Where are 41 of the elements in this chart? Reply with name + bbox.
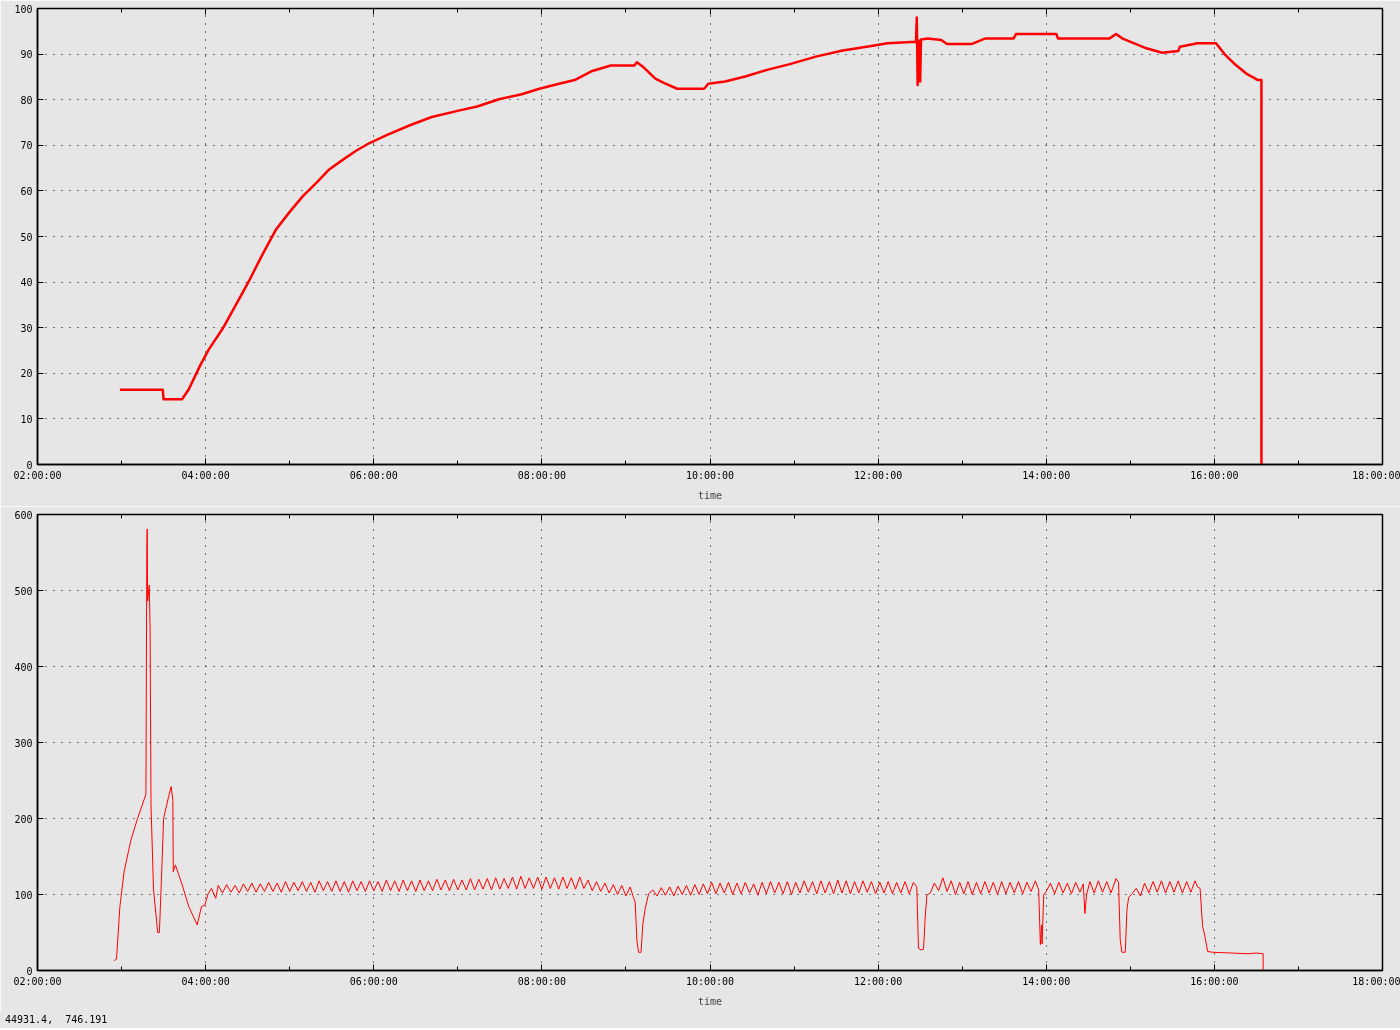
y-tick-label: 40 bbox=[20, 277, 33, 289]
x-tick-label: 16:00:00 bbox=[1190, 975, 1239, 987]
y-tick-label: 0 bbox=[26, 965, 33, 977]
x-tick-label: 18:00:00 bbox=[1352, 469, 1400, 481]
y-tick-label: 300 bbox=[14, 737, 33, 749]
y-tick-label: 600 bbox=[14, 509, 33, 521]
y-tick-label: 70 bbox=[20, 140, 33, 152]
y-tick-label: 0 bbox=[26, 459, 33, 471]
y-tick-label: 400 bbox=[14, 661, 33, 673]
text: 44931.4, 746.191 bbox=[5, 1013, 108, 1027]
y-tick-label: 80 bbox=[20, 94, 33, 106]
y-tick-label: 60 bbox=[20, 185, 33, 197]
line-series bbox=[113, 528, 1264, 971]
x-axis-title: time bbox=[697, 995, 723, 1007]
y-tick-label: 100 bbox=[14, 3, 33, 15]
x-tick-label: 12:00:00 bbox=[854, 975, 903, 987]
y-tick-label: 30 bbox=[20, 322, 33, 334]
y-tick-label: 500 bbox=[14, 585, 33, 597]
x-tick-label: 02:00:00 bbox=[13, 975, 62, 987]
x-tick-label: 08:00:00 bbox=[517, 469, 566, 481]
x-tick-label: 18:00:00 bbox=[1352, 975, 1400, 987]
x-tick-label: 10:00:00 bbox=[685, 469, 735, 481]
x-tick-label: 12:00:00 bbox=[854, 469, 903, 481]
x-tick-label: 14:00:00 bbox=[1022, 469, 1071, 481]
line-series bbox=[118, 16, 1263, 465]
y-tick-label: 20 bbox=[20, 368, 33, 380]
x-axis-title: time bbox=[697, 489, 723, 501]
y-tick-label: 200 bbox=[14, 813, 33, 825]
x-tick-label: 16:00:00 bbox=[1190, 469, 1239, 481]
x-tick-label: 02:00:00 bbox=[13, 469, 62, 481]
y-tick-label: 90 bbox=[20, 49, 33, 61]
x-tick-label: 04:00:00 bbox=[181, 469, 230, 481]
x-tick-label: 06:00:00 bbox=[349, 469, 398, 481]
y-tick-label: 100 bbox=[14, 889, 33, 901]
y-tick-label: 50 bbox=[20, 231, 33, 243]
x-tick-label: 14:00:00 bbox=[1022, 975, 1071, 987]
x-tick-label: 10:00:00 bbox=[685, 975, 735, 987]
y-tick-label: 10 bbox=[20, 413, 33, 425]
x-tick-label: 08:00:00 bbox=[517, 975, 566, 987]
x-tick-label: 06:00:00 bbox=[349, 975, 398, 987]
x-tick-label: 04:00:00 bbox=[181, 975, 230, 987]
